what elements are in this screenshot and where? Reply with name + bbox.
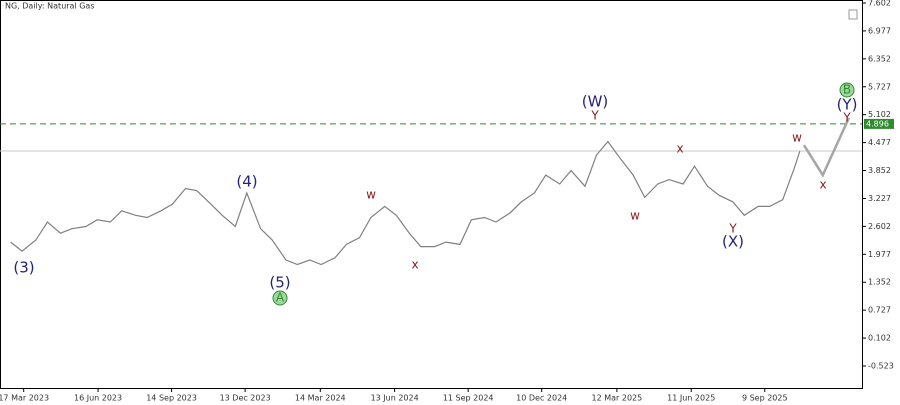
wave-label: Y [728, 222, 737, 236]
wave-label: (X) [722, 233, 744, 251]
x-tick-label: 10 Dec 2024 [516, 394, 567, 403]
wave-label: Y [590, 109, 599, 123]
forecast-path [802, 117, 851, 178]
wave-label: Y [842, 111, 851, 125]
wave-label: w [366, 188, 376, 202]
price-line [10, 140, 801, 266]
window-icon [848, 9, 858, 20]
y-tick-label: 1.352 [868, 278, 891, 287]
plot-frame [0, 0, 863, 389]
wave-label: (W) [582, 93, 609, 111]
y-tick-label: 6.977 [868, 26, 891, 35]
wave-label: w [630, 209, 640, 223]
y-tick-label: 1.977 [868, 250, 891, 259]
x-tick-label: 17 Mar 2023 [0, 394, 49, 403]
x-tick-label: 16 Jun 2023 [74, 394, 122, 403]
price-level-label: 4.896 [866, 119, 889, 128]
x-tick-label: 12 Mar 2025 [592, 394, 643, 403]
y-tick-label: 7.602 [868, 0, 891, 7]
wave-circle [272, 290, 288, 306]
y-tick-label: 5.102 [868, 110, 891, 119]
wave-label: x [819, 178, 826, 192]
y-tick-label: 3.852 [868, 166, 891, 175]
y-tick-label: 0.727 [868, 306, 891, 315]
wave-label: (5) [269, 274, 290, 292]
x-tick-label: 14 Sep 2023 [146, 394, 197, 403]
x-tick-label: 11 Jun 2025 [667, 394, 715, 403]
price-level-box [864, 118, 894, 129]
y-tick-label: 6.352 [868, 54, 891, 63]
x-tick-label: 14 Mar 2024 [295, 394, 346, 403]
wave-label: x [411, 258, 418, 272]
x-tick-label: 13 Jun 2024 [371, 394, 419, 403]
y-tick-label: 5.727 [868, 82, 891, 91]
wave-label: x [676, 142, 683, 156]
y-tick-label: 4.477 [868, 138, 891, 147]
y-tick-label: 2.602 [868, 222, 891, 231]
chart-title: NG, Daily: Natural Gas [5, 2, 95, 11]
y-tick-label: 0.102 [868, 334, 891, 343]
wave-label: (4) [236, 173, 257, 191]
wave-label: (Y) [837, 96, 858, 114]
x-tick-label: 13 Dec 2023 [220, 394, 271, 403]
y-tick-label: 3.227 [868, 194, 891, 203]
wave-label: w [792, 131, 802, 145]
x-tick-label: 11 Sep 2024 [443, 394, 494, 403]
y-tick-label: -0.523 [868, 362, 894, 371]
wave-label: B [843, 83, 851, 97]
wave-label: A [276, 291, 285, 305]
x-tick-label: 9 Sep 2025 [742, 394, 788, 403]
wave-label: (3) [13, 259, 34, 277]
wave-circle [839, 82, 855, 98]
